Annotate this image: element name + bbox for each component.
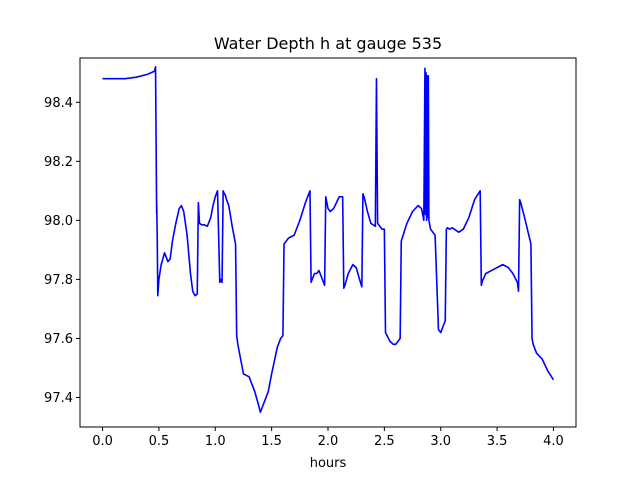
x-tick-label: 3.0: [430, 434, 451, 449]
x-axis-label: hours: [310, 456, 347, 471]
series-line-0: [102, 66, 555, 414]
y-tick-label: 98.4: [44, 96, 73, 111]
x-tick-label: 0.0: [92, 434, 113, 449]
x-tick-label: 3.5: [487, 434, 508, 449]
y-tick-label: 98.0: [44, 214, 73, 229]
y-tick-label: 97.6: [44, 332, 73, 347]
chart-title: Water Depth h at gauge 535: [214, 34, 442, 53]
y-tick-label: 98.2: [44, 155, 73, 170]
y-tick-label: 97.8: [44, 273, 73, 288]
x-tick-label: 2.0: [318, 434, 339, 449]
y-tick-label: 97.4: [44, 391, 73, 406]
x-tick-label: 2.5: [374, 434, 395, 449]
x-tick-label: 4.0: [543, 434, 564, 449]
series-layer: [102, 66, 555, 414]
x-axis: 0.0 0.5 1.0 1.5 2.0 2.5 3.0 3.5 4.0: [92, 427, 564, 449]
y-axis: 97.4 97.6 97.8 98.0 98.2 98.4: [44, 96, 80, 406]
x-tick-label: 1.5: [261, 434, 282, 449]
x-tick-label: 0.5: [149, 434, 170, 449]
x-tick-label: 1.0: [205, 434, 226, 449]
